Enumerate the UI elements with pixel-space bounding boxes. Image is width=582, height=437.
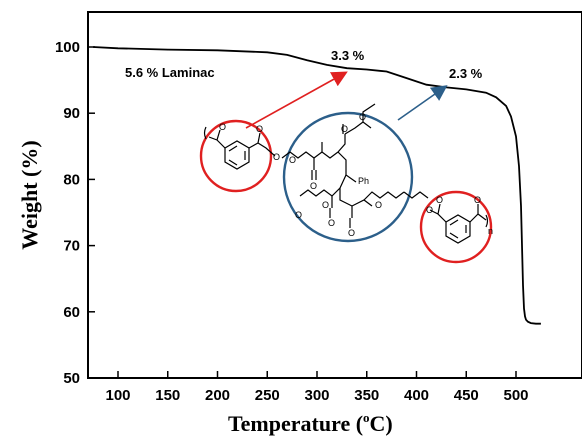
y-tick-label: 80 — [63, 171, 80, 188]
x-tick-label: 400 — [404, 387, 429, 404]
x-tick-label: 250 — [255, 387, 280, 404]
y-tick-label: 100 — [55, 39, 80, 56]
svg-text:O: O — [219, 122, 226, 132]
chemical-structure: O O O O Ph O O O O O O O O O O O — [199, 103, 493, 264]
svg-text:O: O — [328, 218, 335, 228]
svg-text:n: n — [488, 226, 493, 236]
svg-text:O: O — [474, 195, 481, 205]
x-tick-label: 350 — [354, 387, 379, 404]
x-tick-label: 300 — [304, 387, 329, 404]
x-tick-label: 500 — [503, 387, 528, 404]
x-tick-label: 150 — [155, 387, 180, 404]
annotation-2-3: 2.3 % — [449, 66, 483, 81]
svg-text:O: O — [375, 200, 382, 210]
right-red-circle — [419, 190, 493, 264]
y-axis-title: Weight (%) — [17, 140, 42, 249]
x-tick-label: 100 — [105, 387, 130, 404]
svg-text:Ph: Ph — [358, 176, 369, 186]
blue-arrow — [397, 85, 448, 121]
svg-text:O: O — [348, 228, 355, 238]
axis-tick-labels: 100 150 200 250 300 350 400 450 500 50 60 70 80 90 100 — [55, 39, 529, 404]
svg-text:O: O — [289, 155, 296, 165]
series-line — [93, 46, 541, 325]
plot-frame — [87, 11, 582, 379]
svg-text:O: O — [359, 112, 366, 122]
svg-text:O: O — [295, 210, 302, 220]
x-tick-label: 450 — [454, 387, 479, 404]
blue-circle — [282, 111, 414, 243]
y-tick-label: 50 — [63, 370, 80, 387]
annotation-3-3: 3.3 % — [331, 48, 365, 63]
axis-ticks — [88, 46, 517, 379]
y-tick-label: 70 — [63, 238, 80, 255]
svg-text:O: O — [341, 124, 348, 134]
svg-text:O: O — [310, 181, 317, 191]
y-tick-label: 90 — [63, 105, 80, 122]
red-arrow — [245, 71, 348, 129]
svg-text:O: O — [322, 200, 329, 210]
svg-text:O: O — [436, 195, 443, 205]
svg-text:O: O — [256, 124, 263, 134]
y-tick-label: 60 — [63, 304, 80, 321]
x-tick-label: 200 — [205, 387, 230, 404]
annotation-laminac: 5.6 % Laminac — [125, 65, 215, 80]
left-red-circle — [199, 119, 273, 193]
x-axis-title: Temperature (oC) — [228, 410, 393, 436]
svg-text:O: O — [273, 152, 280, 162]
svg-text:O: O — [426, 205, 433, 215]
